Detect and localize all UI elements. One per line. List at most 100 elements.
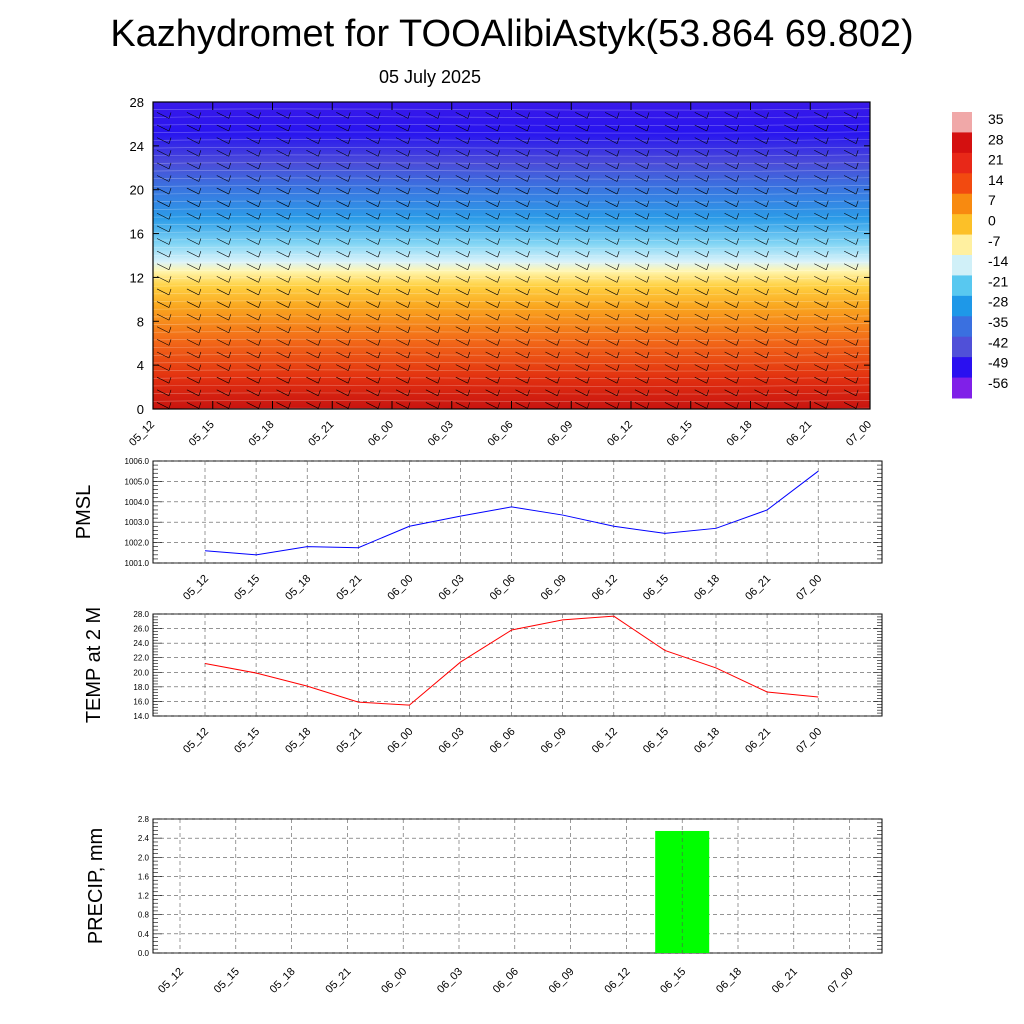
wind-barb — [604, 137, 620, 144]
wind-barb — [455, 313, 471, 321]
wind-barb — [784, 175, 799, 182]
wind-barb — [425, 187, 441, 195]
wind-barb — [604, 288, 620, 296]
wind-barb — [246, 112, 261, 119]
contour-line — [152, 384, 871, 387]
wind-barb — [156, 213, 172, 220]
wind-barb — [694, 276, 710, 283]
wind-barb — [814, 313, 829, 321]
wind-barb — [395, 137, 411, 144]
x-tick-label: 06_12 — [605, 419, 635, 449]
colorbar-segment — [952, 336, 972, 358]
wind-barb — [545, 313, 560, 321]
wind-barb — [515, 364, 530, 371]
wind-barb — [694, 200, 710, 207]
wind-barb — [545, 389, 560, 397]
wind-barb — [306, 402, 321, 409]
wind-barb — [724, 326, 739, 334]
wind-barb — [784, 213, 799, 220]
wind-barb — [156, 149, 172, 157]
colorbar-segment — [952, 295, 972, 317]
wind-barb — [634, 149, 650, 157]
wind-barb — [306, 238, 321, 245]
wind-barb — [515, 238, 530, 245]
wind-barb — [455, 364, 471, 371]
wind-barb — [724, 301, 739, 308]
colorbar-segment — [952, 193, 972, 215]
precip-panel: 0.0 0.4 0.8 1.2 1.6 2.0 2.4 2.8 05_12 05_15 05_18 0… — [85, 815, 883, 996]
series-line — [204, 615, 819, 706]
wind-barb — [754, 376, 769, 384]
wind-barb — [664, 200, 680, 207]
wind-barb — [754, 112, 769, 119]
wind-barb — [246, 301, 261, 308]
wind-barb — [754, 137, 769, 144]
wind-barb — [246, 213, 261, 220]
wind-barb — [425, 137, 441, 144]
colorbar-label: -42 — [988, 334, 1008, 350]
y-tick-label: 0 — [137, 402, 144, 417]
wind-barb — [365, 376, 381, 384]
wind-barb — [754, 213, 769, 220]
wind-barb — [186, 225, 202, 233]
colorbar-segment — [952, 112, 972, 133]
wind-barb — [634, 213, 650, 220]
x-tick-label: 06_09 — [547, 966, 577, 996]
wind-barb — [395, 213, 411, 220]
x-tick-label: 05_18 — [247, 419, 277, 449]
y-axis-label: PMSL — [73, 485, 95, 539]
x-tick-label: 06_09 — [545, 419, 575, 449]
colorbar-label: 0 — [988, 212, 996, 228]
wind-barb — [843, 389, 859, 397]
wind-barb — [814, 225, 829, 233]
wind-barb — [306, 389, 321, 397]
wind-barb — [664, 137, 680, 144]
wind-barb — [545, 351, 560, 359]
wind-barb — [843, 339, 859, 346]
wind-barb — [634, 187, 650, 195]
y-tick-label: 18.0 — [133, 683, 149, 692]
wind-barb — [425, 175, 441, 182]
contour-line — [152, 116, 871, 119]
wind-barb — [186, 250, 202, 258]
wind-barb — [395, 200, 411, 207]
contour-line — [152, 346, 871, 349]
wind-barb — [455, 112, 471, 119]
wind-barb — [694, 402, 710, 409]
contour-line — [152, 238, 871, 241]
wind-barb — [784, 276, 799, 283]
wind-barb — [634, 339, 650, 346]
wind-barb — [634, 200, 650, 207]
wind-barb — [425, 389, 441, 397]
wind-barb — [336, 263, 351, 270]
wind-barb — [365, 313, 381, 321]
wind-barb — [843, 301, 859, 308]
wind-barb — [425, 301, 441, 308]
wind-barb — [336, 238, 351, 245]
wind-barb — [545, 288, 560, 296]
wind-barb — [814, 288, 829, 296]
wind-barb — [545, 162, 560, 170]
x-tick-label: 06_15 — [641, 573, 671, 603]
wind-barb — [754, 351, 769, 359]
wind-barb — [664, 301, 680, 308]
wind-barb — [575, 288, 590, 296]
x-tick-label: 06_21 — [743, 573, 773, 603]
contour-line — [152, 208, 871, 211]
y-tick-label: 24 — [130, 139, 144, 154]
wind-barb — [724, 225, 739, 233]
wind-barb — [186, 313, 202, 321]
x-tick-label: 06_00 — [385, 573, 415, 603]
colorbar-label: -7 — [988, 233, 1001, 249]
wind-barb — [545, 149, 560, 157]
wind-barb — [634, 238, 650, 245]
wind-barb — [336, 175, 351, 182]
wind-barb — [694, 112, 710, 119]
wind-barb — [246, 225, 261, 233]
wind-barb — [455, 137, 471, 144]
wind-barb — [843, 376, 859, 384]
wind-barb — [604, 326, 620, 334]
wind-barb — [575, 187, 590, 195]
wind-barb — [545, 187, 560, 195]
contour-line — [152, 261, 871, 264]
